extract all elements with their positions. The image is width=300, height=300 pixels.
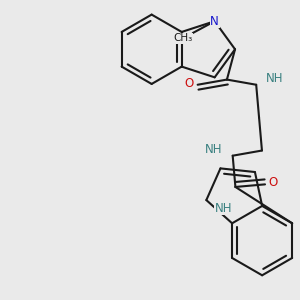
Text: NH: NH <box>205 143 222 156</box>
Text: CH₃: CH₃ <box>173 33 192 43</box>
Text: N: N <box>210 15 219 28</box>
Text: NH: NH <box>266 72 284 85</box>
Text: O: O <box>185 76 194 90</box>
Text: O: O <box>269 176 278 189</box>
Text: NH: NH <box>214 202 232 215</box>
